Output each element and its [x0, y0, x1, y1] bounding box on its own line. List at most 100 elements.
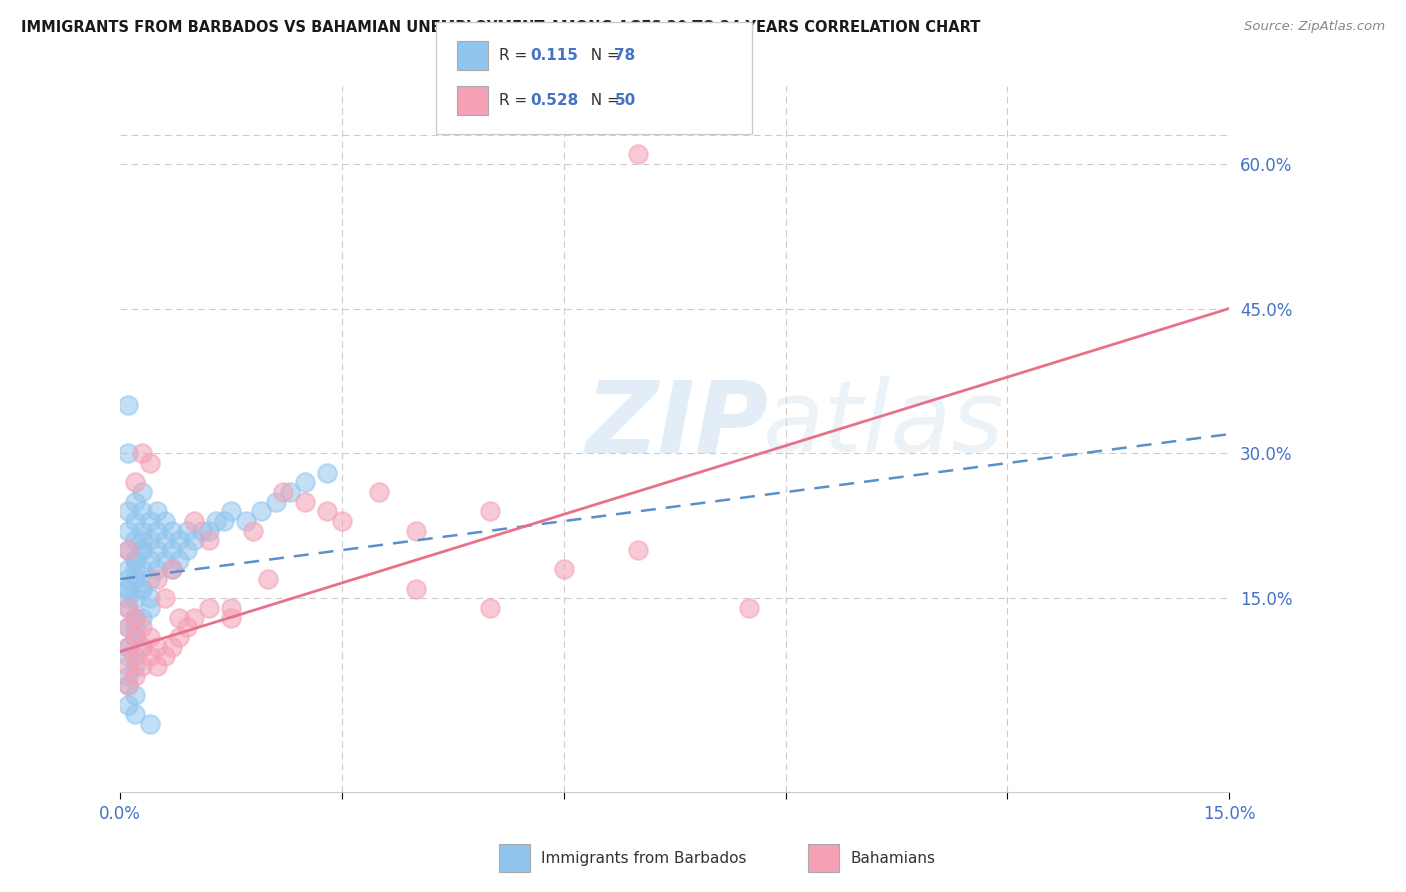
Point — [131, 543, 153, 558]
Text: N =: N = — [581, 93, 624, 108]
Point — [169, 533, 191, 548]
Point — [153, 533, 176, 548]
Point — [176, 524, 198, 538]
Point — [124, 514, 146, 528]
Point — [627, 543, 650, 558]
Point — [478, 504, 501, 518]
Point — [271, 485, 294, 500]
Point — [124, 553, 146, 567]
Text: atlas: atlas — [763, 376, 1005, 474]
Point — [131, 543, 153, 558]
Point — [124, 630, 146, 644]
Point — [124, 475, 146, 490]
Text: 78: 78 — [614, 48, 636, 63]
Point — [131, 610, 153, 624]
Point — [198, 533, 221, 548]
Point — [183, 514, 205, 528]
Point — [249, 504, 271, 518]
Point — [117, 398, 139, 412]
Text: R =: R = — [499, 48, 533, 63]
Point — [219, 504, 242, 518]
Point — [139, 591, 162, 606]
Point — [117, 504, 139, 518]
Point — [153, 591, 176, 606]
Point — [257, 572, 280, 586]
Point — [160, 562, 183, 576]
Point — [124, 562, 146, 576]
Point — [117, 582, 139, 596]
Point — [131, 620, 153, 634]
Point — [117, 640, 139, 654]
Point — [131, 640, 153, 654]
Point — [278, 485, 301, 500]
Point — [117, 649, 139, 664]
Point — [627, 147, 650, 161]
Point — [131, 582, 153, 596]
Point — [146, 524, 169, 538]
Point — [169, 610, 191, 624]
Text: 0.528: 0.528 — [530, 93, 578, 108]
Point — [294, 495, 316, 509]
Point — [139, 553, 162, 567]
Point — [131, 659, 153, 673]
Point — [131, 524, 153, 538]
Point — [368, 485, 391, 500]
Point — [330, 514, 353, 528]
Point — [146, 504, 169, 518]
Point — [139, 533, 162, 548]
Point — [117, 601, 139, 615]
Point — [198, 601, 221, 615]
Point — [139, 514, 162, 528]
Text: Immigrants from Barbados: Immigrants from Barbados — [541, 851, 747, 865]
Point — [124, 659, 146, 673]
Point — [124, 630, 146, 644]
Point — [176, 620, 198, 634]
Point — [169, 553, 191, 567]
Point — [124, 610, 146, 624]
Point — [139, 572, 162, 586]
Point — [117, 668, 139, 682]
Point — [124, 707, 146, 722]
Point — [160, 640, 183, 654]
Point — [124, 495, 146, 509]
Point — [124, 630, 146, 644]
Point — [124, 649, 146, 664]
Point — [235, 514, 257, 528]
Text: 0.115: 0.115 — [530, 48, 578, 63]
Point — [146, 572, 169, 586]
Point — [219, 610, 242, 624]
Text: ZIP: ZIP — [586, 376, 769, 474]
Point — [117, 601, 139, 615]
Point — [264, 495, 287, 509]
Point — [478, 601, 501, 615]
Point — [117, 620, 139, 634]
Point — [131, 485, 153, 500]
Point — [405, 582, 427, 596]
Text: R =: R = — [499, 93, 533, 108]
Point — [117, 620, 139, 634]
Point — [131, 582, 153, 596]
Text: N =: N = — [581, 48, 624, 63]
Point — [294, 475, 316, 490]
Point — [183, 610, 205, 624]
Point — [205, 514, 228, 528]
Point — [139, 630, 162, 644]
Point — [117, 640, 139, 654]
Point — [190, 524, 212, 538]
Text: Source: ZipAtlas.com: Source: ZipAtlas.com — [1244, 20, 1385, 33]
Point — [737, 601, 759, 615]
Point — [139, 601, 162, 615]
Point — [124, 620, 146, 634]
Point — [117, 543, 139, 558]
Point — [117, 678, 139, 692]
Point — [212, 514, 235, 528]
Point — [146, 659, 169, 673]
Point — [124, 572, 146, 586]
Point — [117, 582, 139, 596]
Point — [160, 562, 183, 576]
Point — [139, 456, 162, 470]
Point — [131, 533, 153, 548]
Point — [124, 610, 146, 624]
Point — [124, 688, 146, 702]
Point — [139, 717, 162, 731]
